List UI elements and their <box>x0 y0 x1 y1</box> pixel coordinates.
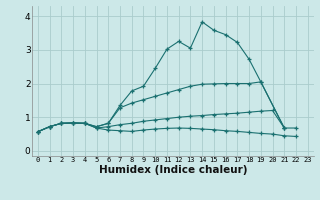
X-axis label: Humidex (Indice chaleur): Humidex (Indice chaleur) <box>99 165 247 175</box>
